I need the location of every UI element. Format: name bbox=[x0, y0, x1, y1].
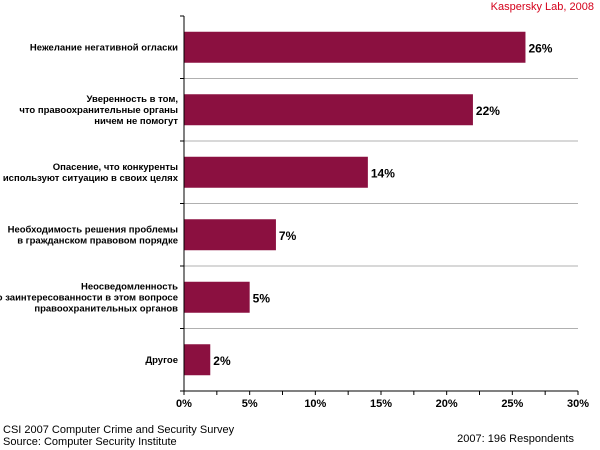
x-tick-label: 10% bbox=[304, 398, 326, 410]
category-label: Нежелание негативной огласки bbox=[30, 42, 178, 53]
credit-label: Kaspersky Lab, 2008 bbox=[490, 1, 594, 13]
category-label: Неосведомленность о заинтересованности в … bbox=[0, 281, 178, 314]
category-label: Уверенность в том, что правоохранительные… bbox=[19, 94, 178, 127]
bar bbox=[184, 94, 473, 126]
value-label: 22% bbox=[476, 104, 500, 118]
category-label: Необходимость решения проблемы в гражданс… bbox=[8, 224, 178, 246]
x-tick-label: 0% bbox=[176, 398, 192, 410]
bar bbox=[184, 281, 250, 313]
value-label: 14% bbox=[371, 166, 395, 180]
x-tick-label: 25% bbox=[501, 398, 523, 410]
category-label: Опасение, что конкуренты используют ситуа… bbox=[3, 162, 179, 184]
bar bbox=[184, 219, 276, 251]
x-tick-label: 20% bbox=[436, 398, 458, 410]
respondents-label: 2007: 196 Respondents bbox=[457, 433, 574, 445]
bar bbox=[184, 31, 526, 63]
category-label: Другое bbox=[145, 355, 178, 366]
x-tick-label: 15% bbox=[370, 398, 392, 410]
value-label: 26% bbox=[528, 41, 552, 55]
value-label: 5% bbox=[253, 291, 271, 305]
source-line-survey: CSI 2007 Computer Crime and Security Sur… bbox=[3, 424, 235, 436]
value-label: 7% bbox=[279, 229, 297, 243]
x-tick-label: 5% bbox=[242, 398, 258, 410]
value-label: 2% bbox=[213, 354, 231, 368]
bar bbox=[184, 156, 368, 188]
bar bbox=[184, 344, 211, 376]
x-tick-label: 30% bbox=[567, 398, 589, 410]
source-line-institute: Source: Computer Security Institute bbox=[3, 436, 177, 448]
